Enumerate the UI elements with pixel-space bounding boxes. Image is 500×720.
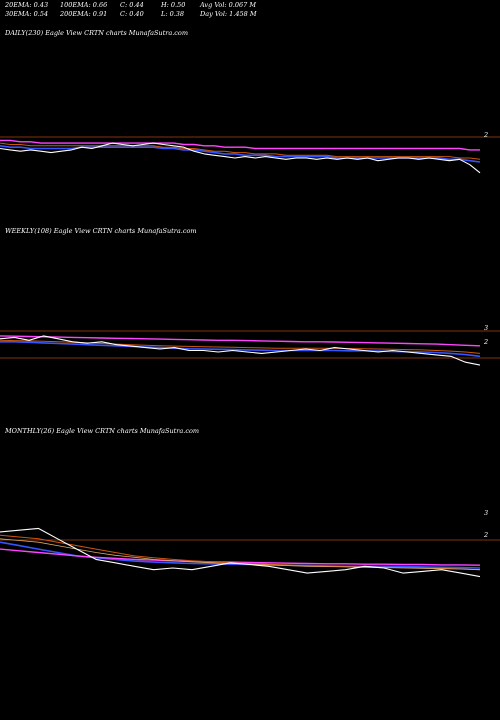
weekly-chart-title: WEEKLY(108) Eagle View CRTN charts Munaf…: [5, 227, 197, 235]
stat-30ema: 30EMA: 0.54: [5, 10, 49, 18]
stat-200ema: 200EMA: 0.91: [60, 10, 108, 18]
y-tick-label: 3: [484, 324, 488, 332]
stat-day-vol: Day Vol: 1.458 M: [200, 10, 257, 18]
stat-high: H: 0.50: [161, 1, 186, 9]
stat-20ema: 20EMA: 0.43: [5, 1, 49, 9]
series-line-price: [0, 527, 481, 578]
series-line-ema-magenta: [0, 548, 481, 566]
series-line-ema-magenta: [0, 335, 481, 347]
y-tick-label: 2: [483, 338, 488, 346]
monthly-chart-title: MONTHLY(26) Eagle View CRTN charts Munaf…: [5, 427, 200, 435]
series-line-price: [0, 142, 481, 174]
stat-low: L: 0.38: [161, 10, 185, 18]
stat-avg-vol: Avg Vol: 0.067 M: [200, 1, 257, 9]
stat-100ema: 100EMA: 0.66: [60, 1, 108, 9]
stat-close: C: 0.44: [120, 1, 144, 9]
daily-chart-title: DAILY(230) Eagle View CRTN charts Munafa…: [5, 29, 188, 37]
stat-close-2: C: 0.40: [120, 10, 144, 18]
y-tick-label: 2: [483, 531, 488, 539]
series-line-price: [0, 335, 481, 366]
y-tick-label: 3: [484, 509, 488, 517]
series-line-ema-magenta: [0, 139, 480, 151]
series-line-ema-orange: [0, 142, 481, 160]
y-tick-label: 2: [483, 131, 488, 139]
